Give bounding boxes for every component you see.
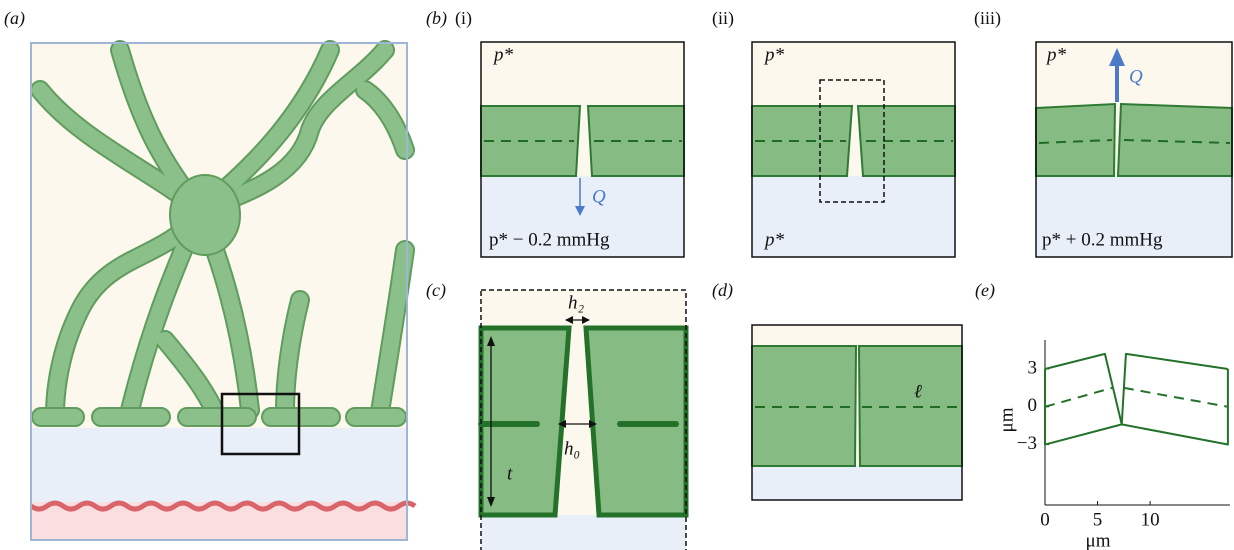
panel-label: (c)	[426, 280, 446, 301]
flow-label: Q	[1129, 66, 1143, 87]
subpanel-label: (i)	[455, 8, 472, 29]
pressure-top: p*	[1045, 44, 1067, 65]
curve	[1045, 354, 1122, 445]
flow-label: Q	[592, 186, 606, 207]
pressure-bottom: p*	[763, 229, 785, 250]
curve	[1122, 354, 1228, 445]
pressure-bottom: p* − 0.2 mmHg	[489, 229, 610, 250]
dimension-label: t	[507, 463, 513, 484]
curve	[1045, 388, 1112, 407]
y-tick-label: 0	[1028, 395, 1038, 416]
y-tick-label: −3	[1017, 433, 1037, 454]
figure: (a)	[0, 0, 1234, 550]
y-tick-label: 3	[1028, 357, 1038, 378]
length-label: ℓ	[914, 381, 922, 402]
panel-a: (a)	[4, 8, 415, 540]
pressure-top: p*	[492, 44, 514, 65]
curve	[1124, 388, 1228, 407]
pressure-top: p*	[763, 44, 785, 65]
panel-label: (d)	[712, 280, 733, 301]
x-axis-label: μm	[1086, 530, 1111, 550]
block	[481, 106, 580, 176]
block	[752, 106, 852, 176]
panel-label: (b)	[426, 8, 447, 29]
x-tick-label: 10	[1141, 509, 1160, 530]
panel-e: (e) μm μm 0 5 10 3 0 −3	[975, 280, 1230, 550]
panel-label: (a)	[4, 8, 25, 29]
subpanel-label: (iii)	[974, 8, 1001, 29]
subpanel-i: Q p* p* − 0.2 mmHg	[481, 42, 684, 257]
x-tick-label: 0	[1040, 509, 1050, 530]
pressure-bottom: p* + 0.2 mmHg	[1042, 229, 1163, 250]
space	[31, 428, 407, 502]
block	[1036, 104, 1115, 176]
panel-c: (c) h₂ h₀ t	[426, 280, 686, 550]
background	[481, 515, 686, 550]
block	[1118, 104, 1232, 176]
block	[859, 346, 962, 466]
y-axis-label: μm	[996, 407, 1017, 432]
x-tick-label: 5	[1093, 509, 1103, 530]
subpanel-ii: p* p*	[752, 42, 955, 257]
panel-d: (d) ℓ	[712, 280, 962, 500]
background	[752, 466, 962, 500]
subpanel-iii: Q p* p* + 0.2 mmHg	[1036, 42, 1232, 257]
subpanel-label: (ii)	[712, 8, 734, 29]
dimension-label: h₀	[564, 438, 580, 459]
panel-label: (e)	[975, 280, 995, 301]
dimension-label: h₂	[568, 292, 585, 313]
